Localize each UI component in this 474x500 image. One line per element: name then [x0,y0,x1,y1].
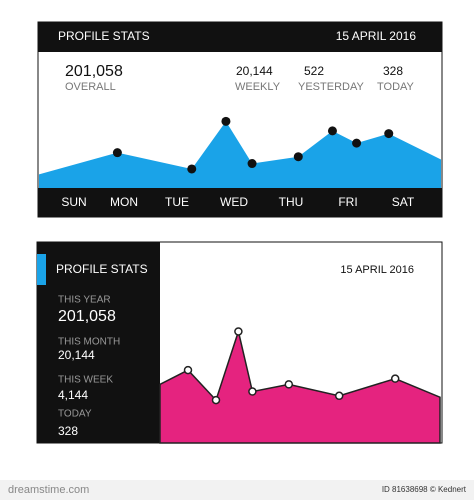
footer-credit: ID 81638698 © Kednert [382,485,467,494]
stat-value: 328 [58,424,78,438]
stat-value: 20,144 [236,64,273,78]
day-label: SUN [61,195,86,209]
day-label: THU [279,195,304,209]
stat-label: TODAY [377,81,415,93]
top-day-bar [38,188,442,217]
widget-title: PROFILE STATS [56,262,148,276]
date: 15 APRIL 2016 [340,264,414,276]
data-point [334,391,344,401]
data-point [221,116,231,126]
stat-value: 522 [304,64,324,78]
stat-label: WEEKLY [235,81,281,93]
stat-label: TODAY [58,409,92,420]
accent-bar [37,254,46,285]
data-point [211,395,221,405]
stat-label: THIS WEEK [58,375,113,386]
day-label: TUE [165,195,189,209]
stat-value: 4,144 [58,388,88,402]
stat-label: THIS YEAR [58,295,111,306]
day-label: MON [110,195,138,209]
data-point [352,138,362,148]
stat-value: 201,058 [65,63,123,80]
area [159,328,441,444]
stat-label: THIS MONTH [58,337,120,348]
footer-bar [0,480,474,500]
data-point [187,164,197,174]
data-point [327,126,337,136]
day-label: SAT [392,195,415,209]
data-point [248,387,257,396]
data-point [293,152,303,162]
data-point [384,129,394,139]
widget-title: PROFILE STATS [58,29,150,43]
stat-value: 20,144 [58,348,95,362]
top-header [38,22,442,52]
data-point [390,374,400,383]
area [39,121,441,188]
stat-label: OVERALL [65,81,116,93]
date: 15 APRIL 2016 [336,29,417,43]
stat-label: YESTERDAY [298,81,364,93]
data-point [247,159,257,169]
stat-value: 328 [383,64,403,78]
data-point [112,148,122,158]
data-point [183,365,193,375]
data-point [284,380,294,389]
bottom-side-panel [37,242,160,443]
stat-value: 201,058 [58,308,116,325]
day-label: WED [220,195,248,209]
day-label: FRI [338,195,357,209]
footer-logo: dreamstime.com [8,484,89,496]
data-point [234,327,243,336]
